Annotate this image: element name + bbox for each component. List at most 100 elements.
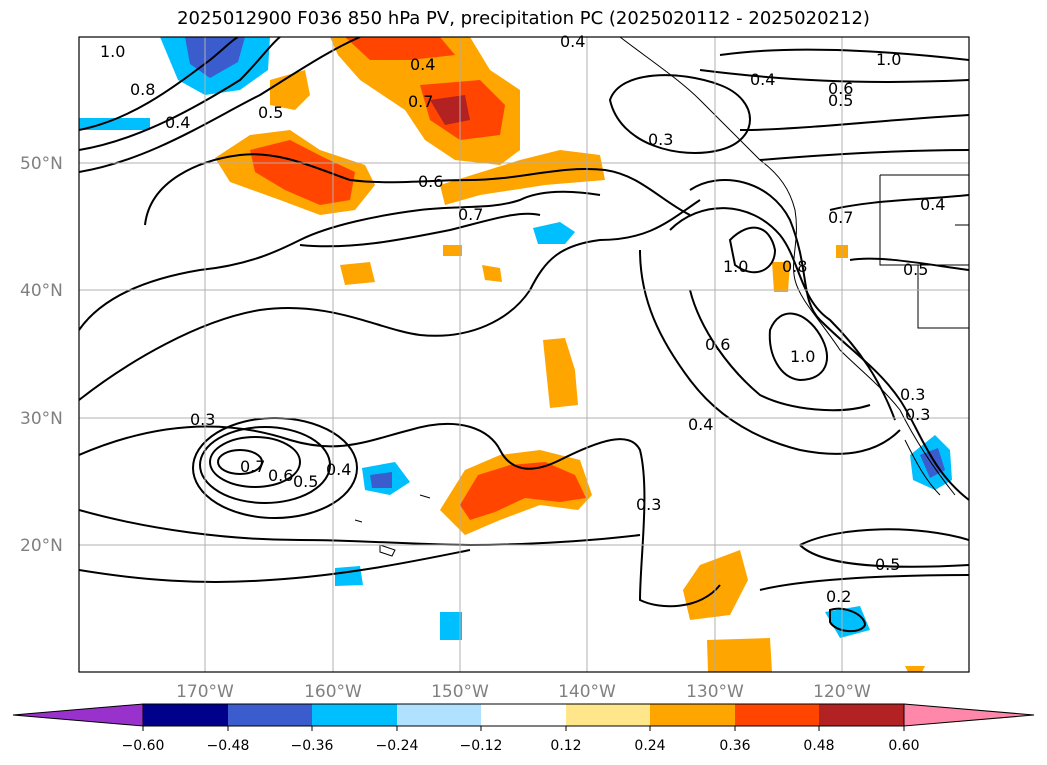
pv-contour: [739, 114, 969, 131]
contour-label: 0.4: [410, 55, 435, 74]
contour-label: 0.4: [750, 70, 775, 89]
lat-label: 50°N: [20, 154, 63, 174]
shade-blue-c: [533, 222, 575, 244]
state-borders: [879, 174, 969, 329]
contour-label: 0.7: [240, 457, 265, 476]
contour-label: 0.2: [826, 587, 851, 606]
colorbar-tick: 0.60: [888, 738, 919, 754]
pv-contour: [799, 528, 969, 568]
pv-contour: [209, 436, 301, 488]
lat-label: 20°N: [20, 536, 63, 556]
contour-labels: 1.0 0.8 0.5 0.4 0.3 0.6 0.7 0.4 0.3 0.4 …: [100, 32, 945, 606]
shade-blue-s1: [335, 566, 363, 586]
pv-contour: [639, 249, 901, 455]
colorbar-segment: [481, 704, 566, 726]
colorbar-tick: 0.24: [634, 738, 665, 754]
shade-orange-band: [440, 150, 605, 205]
pv-contour: [199, 426, 331, 504]
shade-orange-coast: [772, 262, 790, 292]
pv-contours: [79, 37, 969, 633]
contour-label: 0.7: [828, 208, 853, 227]
shade-blue-s2: [440, 612, 462, 640]
pv-contour: [79, 199, 701, 401]
pv-contour: [669, 207, 896, 421]
contour-label: 0.5: [293, 472, 318, 491]
contour-label: 1.0: [790, 347, 815, 366]
colorbar-segment: [397, 704, 481, 726]
colorbar-segment: [650, 704, 735, 726]
colorbar-segment: [143, 704, 228, 726]
colorbar-tick: −0.48: [207, 738, 250, 754]
pv-contour: [608, 74, 751, 154]
pv-contour: [217, 449, 263, 475]
contour-label: 0.6: [705, 335, 730, 354]
map-frame: [78, 36, 970, 673]
contour-label: 0.8: [782, 257, 807, 276]
contour-label: 0.3: [900, 385, 925, 404]
graticule: [79, 37, 969, 672]
lon-label: 120°W: [813, 682, 871, 702]
lon-label: 150°W: [431, 682, 489, 702]
contour-label: 1.0: [876, 50, 901, 69]
hawaii-islands: [354, 494, 431, 557]
colorbar-tick: 0.36: [719, 738, 750, 754]
contour-label: 0.3: [905, 405, 930, 424]
shade-blue-w: [79, 118, 150, 130]
contour-label: 0.6: [268, 466, 293, 485]
contour-label: 0.7: [458, 205, 483, 224]
contour-label: 0.5: [875, 555, 900, 574]
lon-label: 130°W: [686, 682, 744, 702]
coastlines: [354, 37, 969, 557]
colorbar-tick: 0.12: [550, 738, 581, 754]
map-title: 2025012900 F036 850 hPa PV, precipitatio…: [177, 8, 870, 29]
latitude-labels: 50°N 40°N 30°N 20°N: [20, 154, 63, 556]
shade-orange-c: [543, 338, 578, 408]
contour-label: 0.4: [326, 460, 351, 479]
pv-contour: [759, 574, 969, 591]
pv-contour: [299, 212, 541, 248]
pv-contour: [79, 422, 721, 608]
colorbar: −0.60 −0.48 −0.36 −0.24 −0.12 0.12 0.24 …: [12, 703, 1035, 754]
pv-contour: [79, 509, 641, 547]
shade-midblue-hawaii: [370, 472, 392, 488]
colorbar-tick: −0.24: [376, 738, 419, 754]
colorbar-segment: [566, 704, 650, 726]
shade-red-n1: [345, 37, 455, 60]
contour-label: 0.5: [903, 260, 928, 279]
colorbar-tick: −0.36: [291, 738, 334, 754]
pv-contour: [79, 37, 239, 131]
shade-red-sub: [460, 462, 586, 520]
colorbar-extend-left: [12, 703, 144, 727]
shade-spot-2: [443, 245, 462, 256]
contour-label: 0.8: [130, 80, 155, 99]
contour-label: 0.6: [828, 79, 853, 98]
lat-label: 30°N: [20, 409, 63, 429]
contour-label: 0.4: [920, 195, 945, 214]
lon-label: 140°W: [558, 682, 616, 702]
pv-contour: [699, 69, 969, 83]
contour-label: 0.3: [648, 130, 673, 149]
shade-orange-w2: [270, 70, 310, 110]
lon-label: 170°W: [176, 682, 234, 702]
longitude-labels: 170°W 160°W 150°W 140°W 130°W 120°W: [176, 682, 871, 702]
pv-contour: [689, 289, 871, 412]
lat-label: 40°N: [20, 281, 63, 301]
contour-label: 0.4: [165, 113, 190, 132]
pv-contour: [144, 153, 691, 226]
lon-label: 160°W: [304, 682, 362, 702]
pv-contour: [728, 226, 777, 274]
pv-contour: [768, 312, 829, 382]
pv-contour: [829, 194, 969, 211]
pv-contour: [849, 257, 969, 271]
contour-label: 1.0: [723, 257, 748, 276]
contour-label: 0.5: [258, 103, 283, 122]
colorbar-segment: [735, 704, 819, 726]
colorbar-outline: [142, 703, 905, 727]
pv-contour: [719, 48, 969, 61]
colorbar-tick: 0.48: [803, 738, 834, 754]
pv-contour: [79, 37, 361, 173]
coastline-baja: [904, 439, 941, 496]
shade-orange-corner: [905, 666, 925, 672]
colorbar-extend-right: [903, 703, 1035, 727]
